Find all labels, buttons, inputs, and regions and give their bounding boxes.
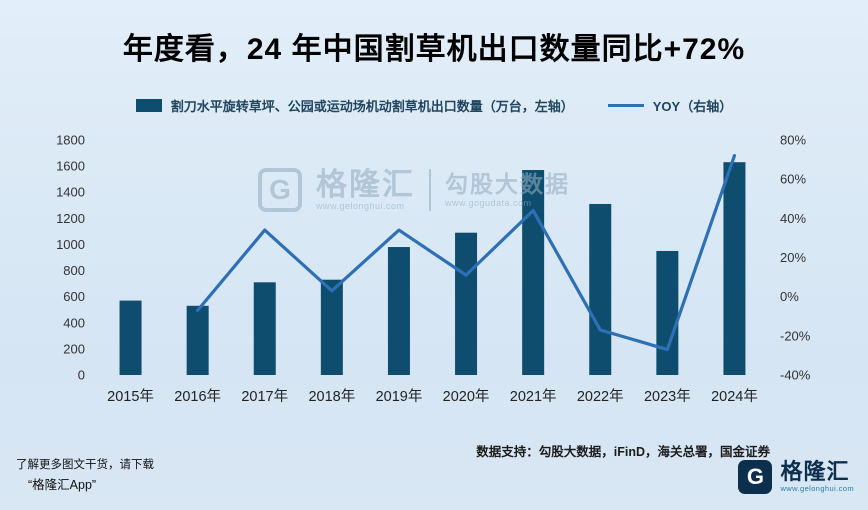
footer-note-line1: 了解更多图文干货，请下载	[16, 459, 154, 471]
left-axis-tick-600: 600	[63, 289, 85, 304]
left-axis-tick-1600: 1600	[56, 159, 85, 174]
legend-item-yoy[interactable]: YOY（右轴）	[607, 96, 733, 115]
bar-2024年[interactable]	[723, 162, 746, 375]
bar-2018年[interactable]	[320, 279, 343, 375]
export-volume-yoy-chart: 0 200 400 600 800 1000 1200 1400 1600 1800 -40% -20…	[56, 133, 811, 406]
legend-bar-label: 割刀水平旋转草坪、公园或运动场机动割草机出口数量（万台，左轴）	[170, 99, 574, 114]
left-axis-tick-400: 400	[63, 315, 85, 330]
right-axis-tick--20: -20%	[780, 328, 811, 343]
x-axis-label-2024年: 2024年	[711, 388, 758, 405]
legend-line-swatch	[607, 104, 644, 107]
chart-legend: 割刀水平旋转草坪、公园或运动场机动割草机出口数量（万台，左轴） YOY（右轴）	[0, 96, 868, 115]
left-axis-tick-0: 0	[78, 368, 85, 383]
bar-2023年[interactable]	[656, 250, 679, 375]
right-axis-tick--40: -40%	[780, 368, 811, 383]
yoy-line[interactable]	[196, 154, 737, 352]
x-axis-label-2022年: 2022年	[577, 388, 624, 405]
right-axis-tick-20: 20%	[780, 250, 806, 265]
gelonghui-logo-url: www.gelonghui.com	[780, 484, 854, 494]
left-axis-tick-1800: 1800	[56, 133, 85, 148]
legend-bar-swatch	[135, 99, 162, 112]
x-axis-label-2023年: 2023年	[644, 388, 691, 405]
footer-note: 了解更多图文干货，请下载 “格隆汇App”	[16, 455, 154, 497]
page-title: 年度看，24 年中国割草机出口数量同比+72%	[122, 33, 746, 66]
x-axis-label-2020年: 2020年	[443, 388, 490, 405]
gelonghui-logo[interactable]: G 格隆汇 www.gelonghui.com	[738, 459, 854, 494]
bar-2019年[interactable]	[387, 247, 410, 375]
legend-item-export-volume[interactable]: 割刀水平旋转草坪、公园或运动场机动割草机出口数量（万台，左轴）	[135, 96, 574, 115]
left-axis-tick-1400: 1400	[56, 185, 85, 200]
bar-2016年[interactable]	[186, 305, 209, 375]
footer-note-line2: “格隆汇App”	[28, 478, 97, 493]
left-axis-tick-1200: 1200	[56, 211, 85, 226]
x-axis-label-2015年: 2015年	[107, 388, 154, 405]
x-axis-label-2021年: 2021年	[510, 388, 557, 405]
right-axis-tick-80: 80%	[780, 133, 806, 148]
bar-2022年[interactable]	[589, 203, 612, 375]
data-support-note: 数据支持：勾股大数据，iFinD，海关总署，国金证券	[476, 445, 770, 459]
x-axis-label-2016年: 2016年	[174, 388, 221, 405]
right-axis-tick-60: 60%	[780, 172, 806, 187]
left-axis-tick-800: 800	[63, 263, 85, 278]
bar-2021年[interactable]	[522, 170, 545, 375]
bar-2020年[interactable]	[455, 232, 478, 375]
x-axis-label-2017年: 2017年	[241, 388, 288, 405]
left-axis-tick-1000: 1000	[56, 237, 85, 252]
legend-line-label: YOY（右轴）	[652, 99, 733, 114]
x-axis-label-2018年: 2018年	[308, 388, 355, 405]
bar-2015年[interactable]	[119, 300, 142, 375]
x-axis-label-2019年: 2019年	[376, 388, 423, 405]
gelonghui-logo-text: 格隆汇	[780, 459, 850, 484]
gelonghui-g-icon: G	[738, 460, 773, 494]
right-axis-tick-40: 40%	[780, 211, 806, 226]
left-axis-tick-200: 200	[63, 341, 85, 356]
right-axis-tick-0: 0%	[780, 289, 799, 304]
bar-2017年[interactable]	[253, 282, 276, 375]
